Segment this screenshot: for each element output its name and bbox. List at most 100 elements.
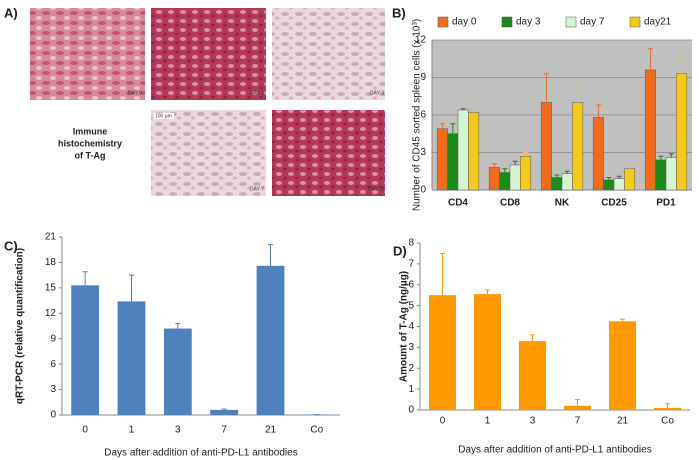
y-tick-label: 21	[45, 232, 57, 243]
legend-swatch	[565, 16, 577, 28]
y-tick-label: 3	[50, 384, 56, 395]
legend-label: day 3	[516, 17, 541, 28]
x-tick-label: 7	[221, 425, 227, 436]
bar	[436, 128, 448, 191]
bar	[519, 341, 546, 410]
bar	[210, 409, 239, 415]
y-tick-label: 6	[420, 110, 426, 121]
image	[272, 8, 385, 100]
bar	[572, 102, 584, 191]
image	[151, 110, 266, 196]
y-tick-label: 8	[408, 238, 414, 249]
y-tick-label: 3	[420, 147, 426, 158]
bar	[592, 117, 604, 191]
bar	[609, 321, 636, 410]
bar	[561, 173, 573, 191]
bar	[613, 178, 625, 191]
panel-a: A) DAY 0 DAY 1 DAY 3 DAY 7 DAY 21 100 µm…	[4, 5, 385, 196]
panel-label: B)	[392, 5, 406, 20]
bar	[551, 177, 563, 191]
x-tick-label: PD1	[656, 198, 676, 209]
y-tick-label: 15	[45, 282, 57, 293]
legend-swatch	[629, 16, 641, 28]
bar	[624, 168, 636, 191]
bar	[163, 328, 192, 415]
scale-bar-box	[154, 113, 174, 119]
bar	[520, 156, 532, 191]
x-tick-label: 0	[82, 425, 88, 436]
bar	[447, 133, 459, 191]
x-tick-label: 3	[530, 416, 536, 427]
legend-label: day 7	[580, 17, 605, 28]
bar	[564, 405, 591, 410]
legend-swatch	[437, 16, 449, 28]
legend-swatch	[501, 16, 513, 28]
bar	[603, 179, 615, 191]
y-tick-label: 18	[45, 257, 57, 268]
panel-label: D)	[393, 243, 407, 258]
bar	[540, 102, 552, 191]
legend-label: day 0	[452, 17, 477, 28]
x-tick-label: CD4	[448, 198, 468, 209]
scale-bar: 100 µm	[155, 113, 172, 119]
bar	[654, 407, 681, 410]
y-tick-label: 1	[408, 384, 414, 395]
bar	[468, 112, 480, 191]
caption: histochemistry	[58, 138, 122, 148]
bar	[665, 157, 677, 191]
y-axis-label: Amount of T-Ag (ng/µg)	[399, 271, 410, 382]
caption: Immune	[73, 126, 108, 136]
panel-label: C)	[4, 238, 18, 253]
y-tick-label: 7	[408, 259, 414, 270]
x-tick-label: Co	[661, 416, 674, 427]
bar	[655, 159, 667, 191]
x-tick-label: 7	[575, 416, 581, 427]
legend-label: day21	[644, 17, 672, 28]
y-axis-label: Number of CD45 sorted spleen cells (x 10…	[412, 19, 423, 211]
y-tick-label: 9	[50, 333, 56, 344]
caption: of T-Ag	[75, 150, 106, 160]
y-tick-label: 0	[420, 185, 426, 196]
bar	[474, 294, 501, 410]
x-axis-label: Days after addition of anti-PD-L1 antibo…	[104, 448, 297, 459]
x-tick-label: CD8	[500, 198, 520, 209]
bar	[256, 265, 285, 415]
x-tick-label: 0	[440, 416, 446, 427]
image-label: DAY 3	[370, 90, 384, 96]
x-tick-label: CD25	[601, 198, 627, 209]
y-tick-label: 6	[408, 279, 414, 290]
y-tick-label: 12	[45, 308, 57, 319]
y-tick-label: 5	[408, 300, 414, 311]
image	[30, 8, 145, 100]
image-label: DAY 21	[368, 186, 385, 192]
x-tick-label: 21	[265, 425, 277, 436]
y-tick-label: 12	[415, 35, 427, 46]
panel-label: A)	[4, 5, 18, 20]
bar	[71, 285, 100, 415]
bar	[457, 109, 469, 191]
image	[272, 110, 385, 196]
x-tick-label: NK	[555, 198, 570, 209]
bar	[117, 301, 146, 415]
y-tick-label: 0	[408, 405, 414, 416]
bar	[499, 172, 511, 191]
bar	[509, 164, 521, 191]
x-tick-label: 1	[129, 425, 135, 436]
y-tick-label: 4	[408, 321, 414, 332]
image-label: DAY 7	[250, 186, 264, 192]
bar	[488, 167, 500, 191]
image-label: DAY 0	[128, 90, 142, 96]
x-axis-label: Days after addition of anti-PD-L1 antibo…	[458, 445, 651, 456]
y-tick-label: 3	[408, 342, 414, 353]
y-tick-label: 0	[50, 410, 56, 421]
x-tick-label: 21	[617, 416, 629, 427]
y-tick-label: 2	[408, 363, 414, 374]
image-label: DAY 1	[250, 90, 264, 96]
bar	[644, 69, 656, 191]
bar	[429, 295, 456, 410]
x-tick-label: 3	[175, 425, 181, 436]
bar	[676, 73, 688, 191]
x-tick-label: 1	[485, 416, 491, 427]
y-tick-label: 9	[420, 72, 426, 83]
